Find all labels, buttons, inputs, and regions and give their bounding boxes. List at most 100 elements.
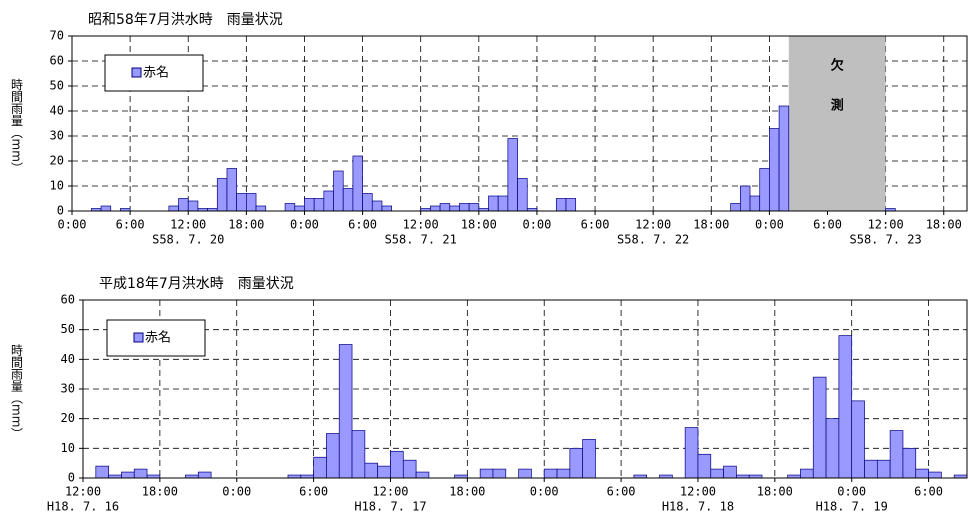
x-date-label: H18. 7. 19 xyxy=(816,500,888,514)
y-axis-label: 時間雨量（mm） xyxy=(10,78,24,174)
bar xyxy=(415,471,430,479)
bar xyxy=(569,447,584,479)
y-tick-label: 40 xyxy=(50,104,64,118)
bar xyxy=(778,105,790,212)
bar xyxy=(402,459,417,479)
x-tick-label: 18:00 xyxy=(449,485,485,499)
bar xyxy=(518,468,532,479)
bar xyxy=(100,205,112,212)
legend-box xyxy=(106,319,206,357)
bar xyxy=(294,205,305,212)
bar xyxy=(565,198,577,212)
bar xyxy=(216,178,228,212)
bar xyxy=(342,188,354,212)
bar xyxy=(739,185,751,212)
x-tick-label: 0:00 xyxy=(290,218,319,232)
x-tick-label: 0:00 xyxy=(222,485,251,499)
bar xyxy=(390,450,404,479)
bar xyxy=(697,453,712,479)
x-tick-label: 6:00 xyxy=(581,218,610,232)
legend-swatch xyxy=(131,67,142,78)
x-tick-label: 18:00 xyxy=(926,218,962,232)
bar xyxy=(326,433,340,479)
legend-label: 赤名 xyxy=(145,330,171,346)
y-tick-label: 50 xyxy=(50,79,64,93)
bar xyxy=(492,468,507,479)
bar xyxy=(133,468,148,479)
missing-label: 測 xyxy=(831,98,844,114)
bar xyxy=(197,471,212,479)
bar xyxy=(517,178,528,212)
x-tick-label: 0:00 xyxy=(522,218,551,232)
bar xyxy=(497,195,509,212)
bar xyxy=(187,200,199,212)
bar xyxy=(371,200,383,212)
bar xyxy=(313,198,325,212)
x-date-label: S58. 7. 22 xyxy=(617,233,689,247)
x-date-label: S58. 7. 23 xyxy=(850,233,922,247)
bar xyxy=(928,471,942,479)
x-tick-label: 12:00 xyxy=(635,218,671,232)
bar xyxy=(769,128,780,212)
x-date-label: S58. 7. 20 xyxy=(152,233,224,247)
y-tick-label: 0 xyxy=(57,204,64,218)
bar xyxy=(864,459,878,479)
y-tick-label: 30 xyxy=(61,382,75,396)
bar xyxy=(479,468,494,479)
bar xyxy=(364,462,379,479)
x-tick-label: 6:00 xyxy=(348,218,377,232)
x-tick-label: 18:00 xyxy=(693,218,729,232)
bar xyxy=(759,168,770,212)
bar xyxy=(377,465,391,479)
bar xyxy=(168,205,179,212)
bar xyxy=(684,427,699,479)
x-date-label: S58. 7. 21 xyxy=(385,233,457,247)
bar xyxy=(889,430,904,479)
x-tick-label: 0:00 xyxy=(58,218,87,232)
bar xyxy=(723,465,737,479)
bar xyxy=(313,456,327,479)
x-tick-label: 6:00 xyxy=(116,218,145,232)
bar xyxy=(812,376,827,479)
bar xyxy=(800,468,814,479)
bar xyxy=(851,400,865,479)
bar xyxy=(323,190,334,212)
x-tick-label: 18:00 xyxy=(461,218,497,232)
bar xyxy=(902,447,917,479)
x-tick-label: 6:00 xyxy=(914,485,943,499)
y-tick-label: 10 xyxy=(50,179,64,193)
x-tick-label: 18:00 xyxy=(228,218,264,232)
chart-title: 昭和58年7月洪水時 雨量状況 xyxy=(88,12,283,28)
bar xyxy=(459,203,470,212)
plot-frame xyxy=(82,299,968,479)
y-tick-label: 10 xyxy=(61,441,75,455)
x-tick-label: 12:00 xyxy=(170,218,206,232)
y-tick-label: 0 xyxy=(68,471,75,485)
missing-label: 欠 xyxy=(831,58,844,74)
bar xyxy=(430,205,441,212)
bar xyxy=(582,439,596,479)
x-tick-label: 18:00 xyxy=(757,485,793,499)
legend-box xyxy=(104,54,204,92)
bar xyxy=(284,203,296,212)
bar xyxy=(351,430,366,479)
x-tick-label: 12:00 xyxy=(403,218,439,232)
bar xyxy=(507,138,518,212)
bar xyxy=(178,198,189,212)
y-tick-label: 60 xyxy=(61,293,75,307)
bar xyxy=(876,459,891,479)
bar xyxy=(730,203,741,212)
bar xyxy=(555,198,567,212)
bar xyxy=(915,468,929,479)
x-tick-label: 0:00 xyxy=(837,485,866,499)
bar xyxy=(749,195,761,212)
legend-label: 赤名 xyxy=(143,65,169,81)
bar xyxy=(556,468,571,479)
bar xyxy=(236,193,247,212)
bar xyxy=(543,468,558,479)
x-tick-label: 0:00 xyxy=(530,485,559,499)
x-tick-label: 18:00 xyxy=(142,485,178,499)
